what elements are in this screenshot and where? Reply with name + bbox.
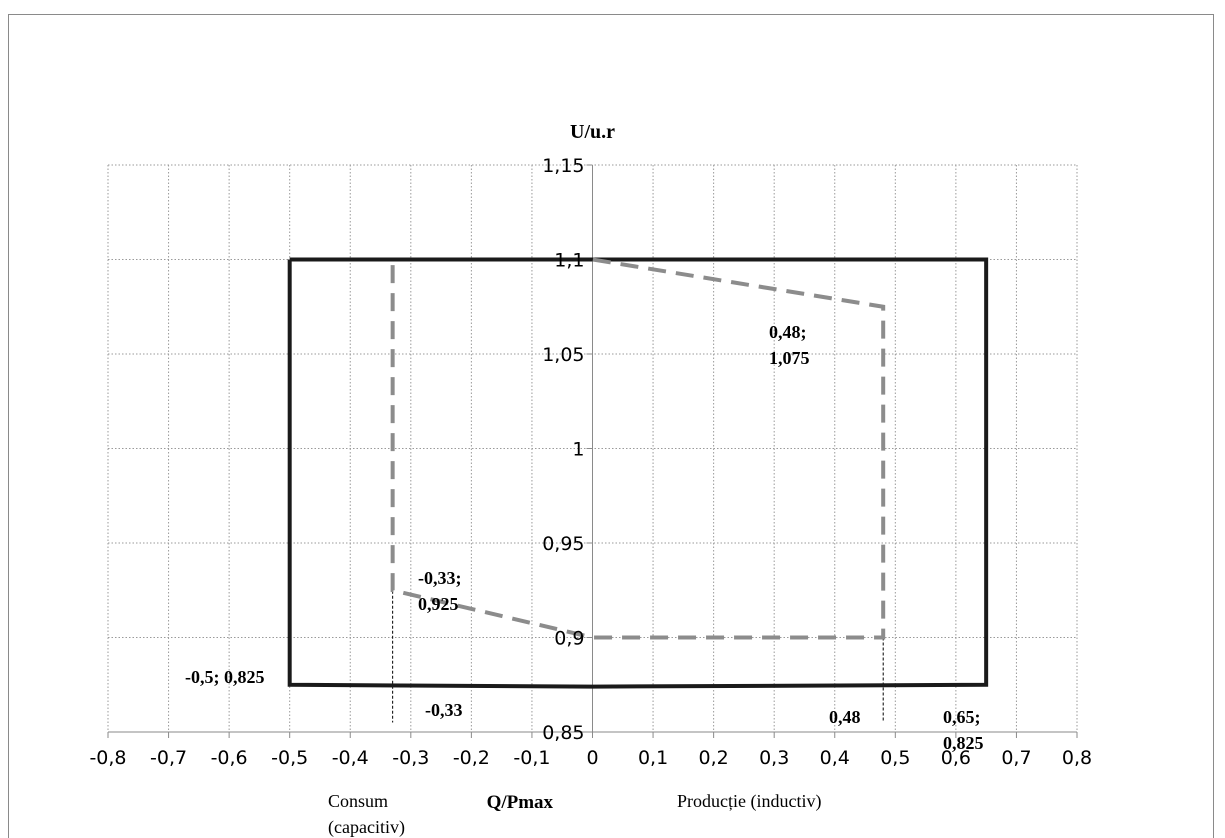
data-label: 0,48; — [769, 322, 807, 342]
x-tick-label: -0,5 — [271, 747, 308, 769]
x-axis-label: Q/Pmax — [487, 792, 554, 813]
axis-layer — [107, 164, 1078, 738]
x-left-note-line2: (capacitiv) — [328, 817, 405, 838]
x-tick-label: -0,8 — [89, 747, 126, 769]
x-tick-label: -0,7 — [150, 747, 187, 769]
x-tick-label: 0 — [586, 747, 598, 769]
x-tick-label: -0,4 — [332, 747, 369, 769]
y-tick-label: 0,85 — [542, 722, 584, 744]
data-label: 1,075 — [769, 348, 810, 368]
solid-series-line — [287, 257, 989, 689]
x-left-note-line1: Consum — [328, 791, 388, 811]
chart-title: U/u.r — [570, 121, 615, 143]
x-tick-label: -0,6 — [211, 747, 248, 769]
series-layer — [287, 257, 989, 723]
x-tick-label: 0,8 — [1062, 747, 1092, 769]
y-tick-label: 1,15 — [542, 155, 584, 177]
chart-frame — [8, 14, 1214, 838]
dashed-series-line — [390, 257, 886, 640]
x-tick-label: -0,1 — [513, 747, 550, 769]
y-tick-label: 1,1 — [554, 250, 584, 272]
y-tick-label: 1 — [572, 439, 584, 461]
x-right-note: Producție (inductiv) — [677, 791, 821, 812]
label-layer: -0,8 -0,7 -0,6 -0,5 -0,4 -0,3 -0,2 -0,1 0 0,1 0,2 0… — [89, 121, 1092, 838]
x-tick-label: 0,3 — [759, 747, 789, 769]
x-tick-label: 0,5 — [880, 747, 910, 769]
x-tick-label: -0,2 — [453, 747, 490, 769]
y-tick-label: 1,05 — [542, 344, 584, 366]
data-label: -0,33 — [425, 700, 463, 720]
x-tick-label: 0,1 — [638, 747, 668, 769]
x-tick-label: 0,7 — [1001, 747, 1031, 769]
data-label: 0,65; — [943, 707, 981, 727]
data-label: 0,825 — [943, 733, 984, 753]
data-label: 0,48 — [829, 707, 861, 727]
data-label: -0,33; — [418, 568, 462, 588]
x-tick-label: 0,6 — [941, 747, 971, 769]
y-tick-label: 0,9 — [554, 628, 584, 650]
data-label: -0,5; 0,825 — [185, 667, 265, 687]
y-tick-label: 0,95 — [542, 533, 584, 555]
x-tick-label: 0,2 — [699, 747, 729, 769]
x-tick-label: -0,3 — [392, 747, 429, 769]
x-tick-label: 0,4 — [820, 747, 850, 769]
data-label: 0,925 — [418, 594, 459, 614]
